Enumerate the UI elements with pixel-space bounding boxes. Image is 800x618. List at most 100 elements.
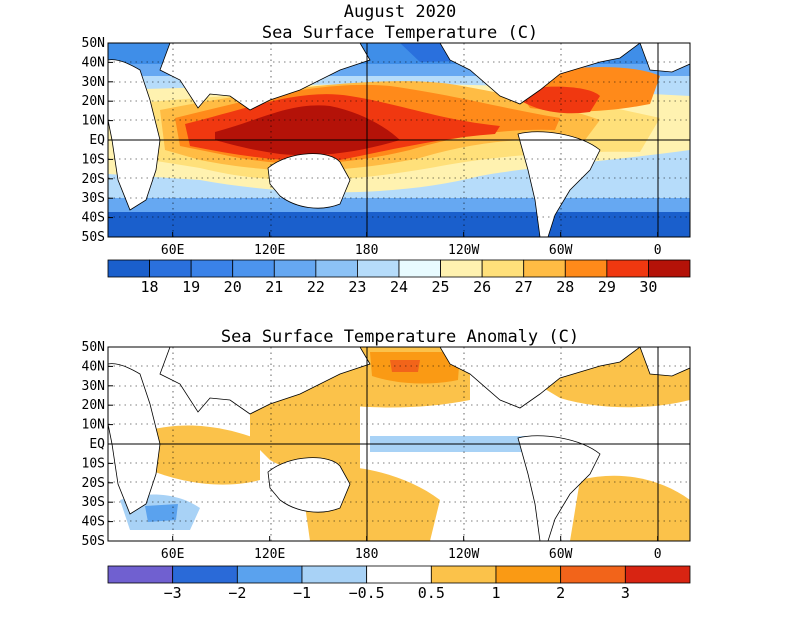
sst-colorbar-swatch [232, 259, 275, 278]
anomaly-colorbar: −3 −2 −1 −0.5 0.5 1 2 3 [107, 565, 691, 602]
sst-colorbar-label: 20 [224, 278, 242, 296]
sst-colorbar-label: 25 [432, 278, 450, 296]
anomaly-indian-cool-core [145, 504, 178, 522]
continent-asia [159, 43, 371, 111]
anomaly-x-tick-label: 120E [254, 547, 285, 562]
sst-colorbar-swatch [357, 259, 400, 278]
sst-colorbar-label: 19 [182, 278, 200, 296]
sst-colorbar-label: 22 [307, 278, 325, 296]
sst-colorbar-label: 29 [598, 278, 616, 296]
anomaly-panel-title: Sea Surface Temperature Anomaly (C) [221, 327, 579, 347]
continent-asia [159, 347, 371, 415]
sst-y-tick-label: 30S [82, 191, 105, 206]
sst-y-tick-label: 40S [82, 211, 105, 226]
sst-colorbar-swatch [523, 259, 566, 278]
sst-gridlines [108, 43, 690, 237]
sst-axis-ticks: 60E 120E 180 120W 60W 0 50N 40N 30N 20N 10N EQ 10S 20… [82, 36, 662, 258]
sst-x-tick-label: 180 [355, 243, 378, 258]
anomaly-y-tick-label: EQ [89, 437, 105, 452]
sst-y-tick-label: 40N [82, 55, 105, 70]
anomaly-y-tick-label: 40N [82, 359, 105, 374]
sst-colorbar-swatch [190, 259, 234, 278]
anomaly-colorbar-swatch [301, 565, 368, 584]
sst-colorbar-swatch [481, 259, 525, 278]
anomaly-southatlantic-warm [570, 475, 690, 541]
sst-colorbar-label: 27 [515, 278, 533, 296]
anomaly-westpacific-warm [250, 380, 360, 475]
anomaly-colorbar-label: 3 [621, 584, 630, 602]
sst-colorbar: 18 19 20 21 22 23 24 25 26 27 28 29 30 [107, 259, 691, 296]
anomaly-y-tick-label: 40S [82, 515, 105, 530]
anomaly-y-tick-label: 30S [82, 495, 105, 510]
continent-africa [108, 363, 161, 515]
anomaly-y-tick-label: 20N [82, 398, 105, 413]
sst-colorbar-swatch [273, 259, 317, 278]
anomaly-colorbar-swatch [107, 565, 174, 584]
sst-y-tick-label: EQ [89, 133, 105, 148]
anomaly-y-tick-label: 10N [82, 418, 105, 433]
anomaly-y-tick-label: 10S [82, 456, 105, 471]
anomaly-x-tick-label: 60E [161, 547, 184, 562]
anomaly-axis-ticks: 60E 120E 180 120W 60W 0 50N 40N 30N 20N 10N EQ 10S 20… [82, 340, 662, 562]
anomaly-colorbar-label: 2 [556, 584, 565, 602]
anomaly-colorbar-swatch [236, 565, 303, 584]
anomaly-colorbar-swatch [624, 565, 691, 584]
anomaly-y-tick-label: 20S [82, 476, 105, 491]
anomaly-colorbar-swatch [430, 565, 497, 584]
sst-continents [108, 43, 690, 237]
anomaly-colorbar-label: 0.5 [418, 584, 445, 602]
continent-australia [267, 457, 351, 513]
continent-north-america [439, 43, 641, 105]
continent-australia [267, 153, 351, 209]
continent-europe [639, 43, 690, 73]
sst-colorbar-label: 26 [473, 278, 491, 296]
sst-y-tick-label: 50S [82, 230, 105, 245]
continent-south-america [517, 131, 601, 237]
sst-colorbar-swatch [107, 259, 150, 278]
anomaly-map-panel: 60E 120E 180 120W 60W 0 50N 40N 30N 20N 10N EQ 10S 20… [82, 340, 691, 562]
sst-panel-title: Sea Surface Temperature (C) [262, 23, 538, 43]
sst-colorbar-swatch [564, 259, 608, 278]
anomaly-colorbar-swatch [560, 565, 626, 584]
figure-title: August 2020 [344, 2, 457, 22]
continent-africa [108, 59, 161, 211]
anomaly-colorbar-label: −0.5 [349, 584, 385, 602]
sst-colorbar-swatch [149, 259, 192, 278]
sst-colorbar-label: 28 [556, 278, 574, 296]
sst-x-tick-label: 60W [549, 243, 573, 258]
anomaly-x-tick-label: 120W [448, 547, 479, 562]
anomaly-colorbar-swatch [495, 565, 562, 584]
sst-x-tick-label: 120E [254, 243, 285, 258]
sst-colorbar-label: 24 [390, 278, 408, 296]
sst-x-tick-label: 60E [161, 243, 184, 258]
sst-colorbar-label: 18 [141, 278, 159, 296]
anomaly-y-tick-label: 30N [82, 379, 105, 394]
sst-x-tick-label: 120W [448, 243, 479, 258]
anomaly-x-tick-label: 0 [654, 547, 662, 562]
anomaly-colorbar-label: −2 [228, 584, 246, 602]
sst-colorbar-swatch [648, 259, 691, 278]
anomaly-colorbar-label: −1 [293, 584, 311, 602]
anomaly-x-tick-label: 60W [549, 547, 573, 562]
sst-colorbar-label: 21 [265, 278, 283, 296]
sst-colorbar-swatch [440, 259, 483, 278]
anomaly-colorbar-label: −3 [164, 584, 182, 602]
continent-south-america [517, 435, 601, 541]
sst-colorbar-label: 30 [639, 278, 657, 296]
sst-colorbar-swatch [315, 259, 358, 278]
continent-north-america [439, 347, 641, 409]
continent-europe [639, 347, 690, 377]
sst-colorbar-swatch [606, 259, 649, 278]
anomaly-x-tick-label: 180 [355, 547, 378, 562]
anomaly-y-tick-label: 50N [82, 340, 105, 355]
sst-map-panel: 60E 120E 180 120W 60W 0 50N 40N 30N 20N 10N EQ 10S 20… [82, 36, 691, 258]
anomaly-indian-warm [150, 425, 260, 485]
anomaly-colorbar-swatch [172, 565, 238, 584]
sst-colorbar-label: 23 [348, 278, 366, 296]
sst-y-tick-label: 10N [82, 114, 105, 129]
sst-southern-cool-band [108, 212, 690, 237]
anomaly-colorbar-swatch [366, 565, 432, 584]
sst-y-tick-label: 30N [82, 75, 105, 90]
sst-y-tick-label: 20S [82, 172, 105, 187]
